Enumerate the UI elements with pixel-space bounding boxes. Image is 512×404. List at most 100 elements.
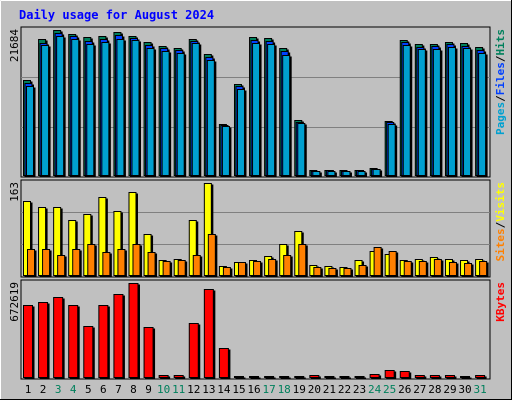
bar-kbytes-day-16: [249, 376, 260, 378]
x-tick-label-day-22: 22: [338, 383, 351, 396]
bar-pages-day-16: [252, 43, 261, 176]
bar-kbytes-day-8: [128, 283, 139, 378]
x-tick-label-day-19: 19: [293, 383, 306, 396]
x-tick-label-day-26: 26: [398, 383, 411, 396]
bar-kbytes-day-21: [324, 376, 335, 378]
bar-kbytes-day-16-shadow: [250, 377, 261, 380]
x-tick-label-day-20: 20: [308, 383, 321, 396]
bar-kbytes-day-21-shadow: [325, 377, 336, 380]
x-tick-label-day-31: 31: [473, 383, 486, 396]
bar-kbytes-day-27: [414, 375, 425, 378]
x-tick-label-day-2: 2: [40, 383, 47, 396]
bar-kbytes-day-5: [83, 326, 94, 378]
bar-pages-day-13: [206, 60, 215, 176]
bar-pages-day-12: [191, 43, 200, 176]
x-tick-label-day-28: 28: [428, 383, 441, 396]
hits-files-pages-legend: Pages/Files/Hits: [494, 29, 507, 135]
legend-kbytes: KBytes: [494, 282, 507, 322]
x-tick-label-day-25: 25: [383, 383, 396, 396]
bar-kbytes-day-19-shadow: [295, 377, 306, 380]
x-tick-label-day-30: 30: [458, 383, 471, 396]
bar-pages-day-8: [131, 40, 140, 176]
bar-pages-day-20: [312, 171, 321, 176]
bar-kbytes-day-7: [113, 294, 124, 378]
bar-pages-day-24: [372, 169, 381, 176]
bar-kbytes-day-28: [429, 375, 440, 378]
bar-sites-day-6: [102, 252, 111, 276]
x-tick-label-day-12: 12: [187, 383, 200, 396]
bar-pages-day-6: [101, 42, 110, 176]
bar-pages-day-2: [41, 45, 50, 176]
bar-kbytes-day-11: [173, 375, 184, 378]
bar-sites-day-28: [433, 259, 442, 276]
bar-sites-day-31: [479, 261, 488, 276]
x-tick-label-day-7: 7: [115, 383, 122, 396]
bar-pages-day-27: [417, 49, 426, 176]
bar-sites-day-25: [388, 251, 397, 276]
x-tick-label-day-9: 9: [145, 383, 152, 396]
bar-kbytes-day-2: [38, 302, 49, 378]
bar-pages-day-26: [402, 45, 411, 176]
bar-kbytes-day-18: [279, 376, 290, 378]
x-tick-label-day-5: 5: [85, 383, 92, 396]
bar-pages-day-17: [267, 44, 276, 176]
bar-pages-day-11: [176, 53, 185, 176]
bar-kbytes-day-4: [68, 305, 79, 378]
bar-sites-day-17: [268, 259, 277, 276]
legend-visits: Visits: [494, 182, 507, 222]
bar-kbytes-day-3: [53, 297, 64, 378]
x-tick-label-day-3: 3: [55, 383, 62, 396]
bar-kbytes-day-6: [98, 305, 109, 378]
legend-sep1: /: [494, 221, 507, 228]
bar-sites-day-26: [403, 261, 412, 276]
bar-sites-day-2: [42, 249, 51, 276]
bar-kbytes-day-17-shadow: [265, 377, 276, 380]
bar-sites-day-4: [72, 249, 81, 276]
chart-title: Daily usage for August 2024: [19, 8, 214, 22]
x-tick-label-day-8: 8: [130, 383, 137, 396]
bar-kbytes-day-13: [203, 289, 214, 378]
bar-kbytes-day-31: [475, 375, 486, 378]
bar-pages-day-25: [387, 124, 396, 176]
bar-pages-day-22: [342, 171, 351, 176]
legend-hits: Hits: [494, 29, 507, 56]
kbytes-legend: KBytes: [494, 282, 507, 322]
x-tick-label-day-13: 13: [202, 383, 215, 396]
bar-pages-day-30: [463, 48, 472, 176]
bar-kbytes-day-10: [158, 375, 169, 378]
x-tick-label-day-27: 27: [413, 383, 426, 396]
legend-sep2: /: [494, 55, 507, 62]
bar-sites-day-9: [147, 252, 156, 276]
bar-kbytes-day-25: [384, 370, 395, 378]
bar-kbytes-day-23-shadow: [356, 377, 367, 380]
bar-sites-day-13: [207, 234, 216, 276]
bar-kbytes-day-30-shadow: [461, 377, 472, 380]
bar-sites-day-18: [283, 255, 292, 276]
bar-sites-day-11: [177, 260, 186, 276]
bar-pages-day-3: [56, 36, 65, 176]
bar-kbytes-day-24: [369, 374, 380, 378]
bar-kbytes-day-9: [143, 327, 154, 378]
bar-sites-day-22: [343, 268, 352, 276]
x-tick-label-day-14: 14: [217, 383, 231, 396]
legend-sep1: /: [494, 95, 507, 102]
x-tick-label-day-15: 15: [232, 383, 245, 396]
bar-sites-day-19: [298, 244, 307, 276]
bar-pages-day-9: [146, 48, 155, 176]
bar-sites-day-12: [192, 255, 201, 276]
bar-sites-day-3: [57, 255, 66, 276]
bar-pages-day-1: [26, 86, 34, 176]
hits-files-pages-max-label: 21684: [8, 29, 21, 62]
bar-pages-day-31: [478, 53, 487, 176]
bar-sites-day-14: [222, 267, 231, 276]
x-tick-label-day-18: 18: [278, 383, 291, 396]
bar-kbytes-day-12: [188, 323, 199, 378]
x-tick-label-day-6: 6: [100, 383, 107, 396]
bar-pages-day-23: [357, 171, 366, 176]
visits-sites-legend: Sites/Visits: [494, 182, 507, 262]
legend-sites: Sites: [494, 228, 507, 261]
x-tick-label-day-23: 23: [353, 383, 366, 396]
bar-kbytes-day-30: [460, 376, 471, 378]
bar-pages-day-14: [221, 126, 230, 176]
